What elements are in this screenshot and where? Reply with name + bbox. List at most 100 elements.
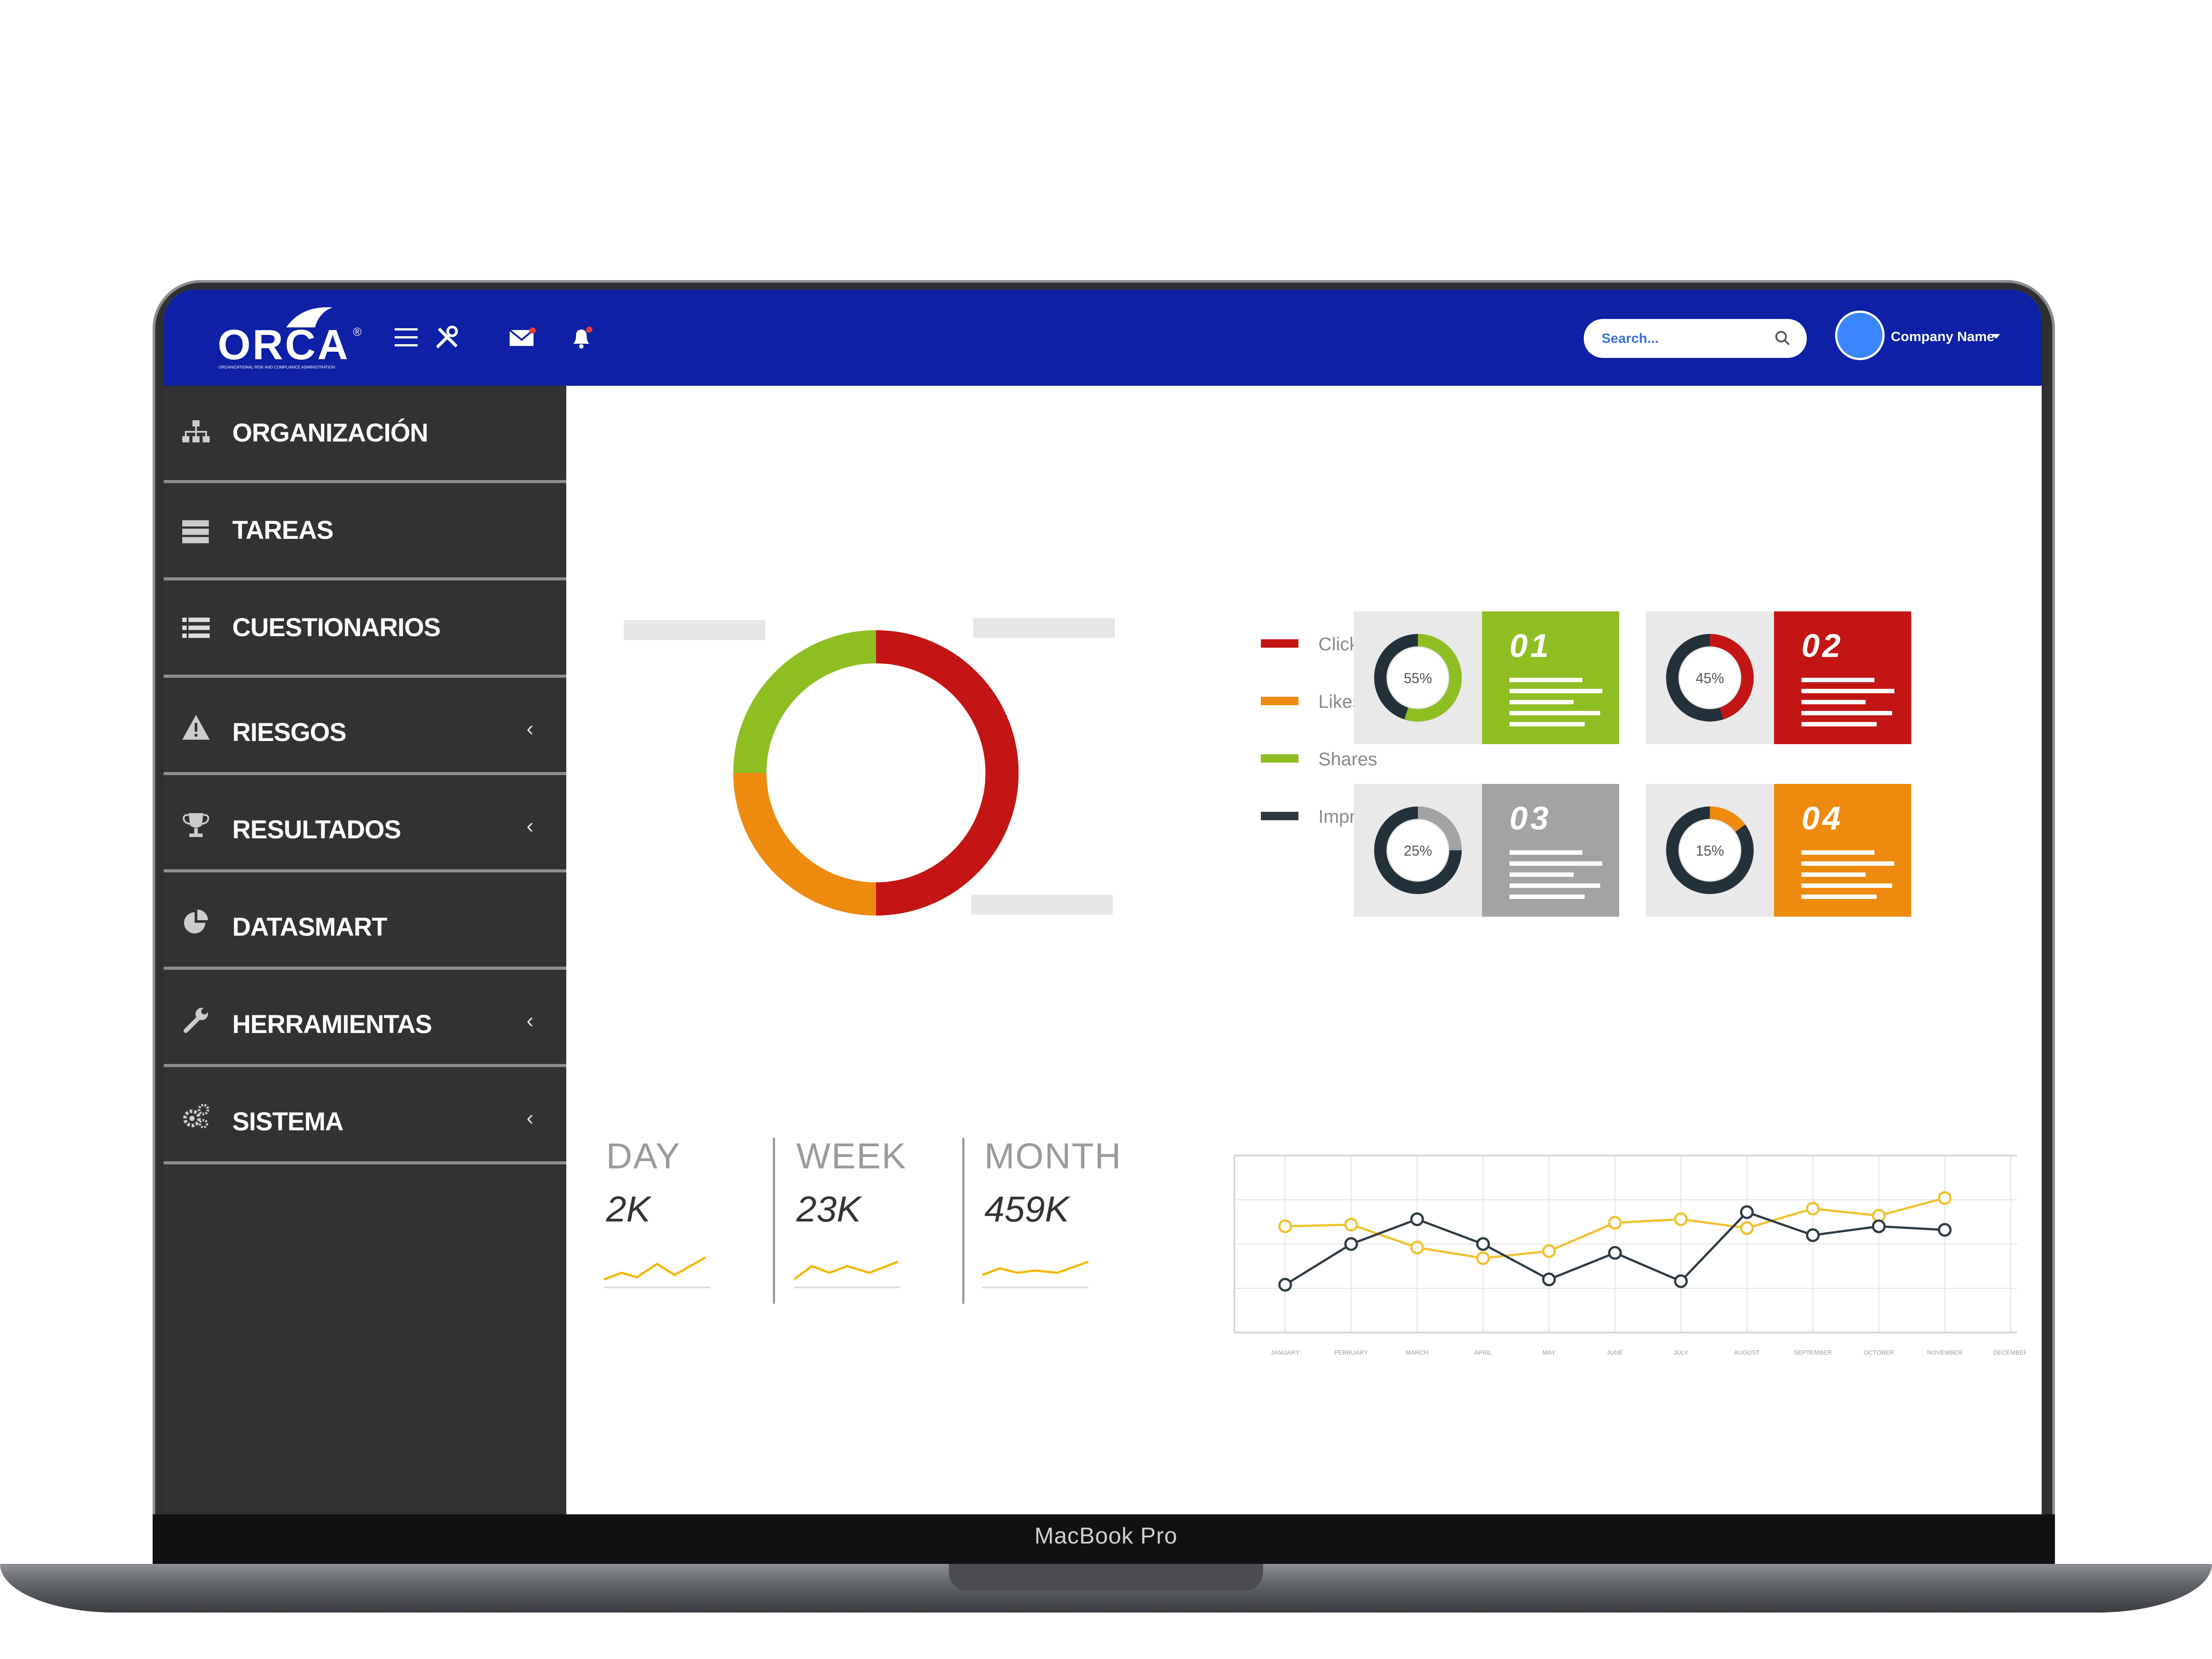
card-01-panel[interactable]: 01 [1482,611,1619,744]
data-point [1476,1251,1490,1265]
card-text-line [1801,700,1866,704]
card-percent: 55% [1404,670,1432,686]
card-text-line [1801,861,1894,866]
sparkline-day [604,1256,710,1288]
sidebar-item-label: CUESTIONARIOS [232,613,441,642]
card-text-line [1801,689,1894,693]
bell-icon[interactable] [570,325,595,350]
data-point [1344,1217,1358,1232]
logo-text: ORCA [218,321,350,369]
search-icon[interactable] [1774,330,1791,346]
card-04-gauge: 15% [1646,784,1774,917]
sidebar: ORGANIZACIÓN TAREAS CUESTIONARIOS RIESGO… [164,386,566,1514]
x-tick-label: JUNE [1607,1349,1623,1356]
data-point [1674,1274,1688,1288]
card-donut: 15% [1666,806,1754,894]
card-text-line [1509,689,1602,693]
data-point [1806,1202,1820,1216]
card-donut-hole [1388,820,1448,880]
data-point [1344,1237,1358,1251]
card-number: 03 [1509,800,1551,837]
stat-label-month: MONTH [984,1136,1122,1176]
card-donut-arc [1374,806,1462,894]
legend-swatch-likes [1261,697,1298,705]
sidebar-item-sistema[interactable]: SISTEMA ‹ [164,1067,566,1164]
card-donut: 45% [1666,634,1754,722]
sidebar-item-organizacion[interactable]: ORGANIZACIÓN [164,386,566,483]
top-header: ORCA ® ORGANIZATIONAL RISK AND COMPLIANC… [164,290,2042,386]
stat-value-month: 459K [984,1189,1069,1229]
legend-swatch-impressions [1261,812,1298,820]
orca-fin-icon [286,307,333,327]
donut-slice-shares [733,630,876,773]
chevron-left-icon: ‹ [526,1009,534,1033]
caret-down-icon[interactable] [1992,334,2000,339]
divider [773,1138,775,1304]
tools-icon[interactable] [434,325,459,350]
sitemap-icon [182,420,210,442]
placeholder-bar [973,618,1115,638]
x-tick-label: MARCH [1406,1349,1429,1356]
data-point [1938,1223,1952,1237]
sidebar-item-riesgos[interactable]: RIESGOS ‹ [164,678,566,775]
card-donut-arc [1666,634,1754,722]
card-donut-arc [1374,634,1462,722]
card-text-line [1801,711,1892,715]
divider [962,1138,964,1304]
data-point [1872,1219,1886,1233]
x-tick-label: SEPTEMBER [1794,1349,1832,1356]
x-tick-label: APRIL [1474,1349,1492,1356]
data-point [1608,1216,1622,1230]
card-02-gauge: 45% [1646,611,1774,744]
orca-logo[interactable]: ORCA ® ORGANIZATIONAL RISK AND COMPLIANC… [218,303,364,369]
avatar[interactable] [1835,311,1885,360]
chevron-left-icon: ‹ [526,1106,534,1130]
data-point [1740,1205,1754,1219]
sidebar-item-label: DATASMART [232,913,388,941]
card-donut: 25% [1374,806,1462,894]
card-percent: 15% [1696,843,1724,859]
stat-label-week: WEEK [796,1136,907,1176]
card-text-line [1801,722,1877,726]
card-donut-arc [1666,806,1754,894]
sparkline-month [982,1260,1089,1288]
search-input[interactable] [1584,319,1807,358]
company-name-dropdown[interactable]: Company Name [1891,329,1995,344]
sidebar-item-label: HERRAMIENTAS [232,1010,432,1039]
card-text-line [1509,678,1582,682]
sidebar-item-datasmart[interactable]: DATASMART [164,872,566,970]
line-chart: JANUARY FEBRUARY MARCH APRIL MAY JUNE JULY AUGU… [1233,1155,2026,1356]
chevron-left-icon: ‹ [526,814,534,838]
card-04-panel[interactable]: 04 [1774,784,1911,917]
x-tick-label: DECEMBER [1993,1349,2026,1356]
trophy-icon [183,813,209,837]
data-point [1278,1278,1292,1292]
x-tick-label: OCTOBER [1863,1349,1894,1356]
card-text-line [1509,711,1600,715]
sidebar-item-resultados[interactable]: RESULTADOS ‹ [164,775,566,872]
card-donut: 55% [1374,634,1462,722]
sparkline-week [794,1260,900,1288]
card-01-gauge: 55% [1354,611,1482,744]
card-03-panel[interactable]: 03 [1482,784,1619,917]
card-02-panel[interactable]: 02 [1774,611,1911,744]
x-tick-label: JANUARY [1271,1349,1300,1356]
sidebar-item-label: RIESGOS [232,718,346,747]
donut-slice-clicks [876,630,1019,916]
sidebar-item-herramientas[interactable]: HERRAMIENTAS ‹ [164,970,566,1067]
legend-swatch-shares [1261,754,1298,763]
card-text-line [1509,861,1602,866]
stat-label-day: DAY [606,1136,681,1176]
card-percent: 45% [1696,670,1724,686]
card-text-line [1509,700,1574,704]
menu-hamburger-icon[interactable] [395,327,418,348]
placeholder-bar [624,620,765,640]
sidebar-item-cuestionarios[interactable]: CUESTIONARIOS [164,580,566,678]
data-point [1410,1240,1424,1255]
mail-icon[interactable] [509,327,536,348]
card-number: 04 [1801,800,1843,837]
sidebar-item-tareas[interactable]: TAREAS [164,483,566,580]
card-donut-hole [1680,648,1740,708]
sidebar-item-label: ORGANIZACIÓN [232,419,428,447]
screen: ORCA ® ORGANIZATIONAL RISK AND COMPLIANC… [164,290,2042,1514]
